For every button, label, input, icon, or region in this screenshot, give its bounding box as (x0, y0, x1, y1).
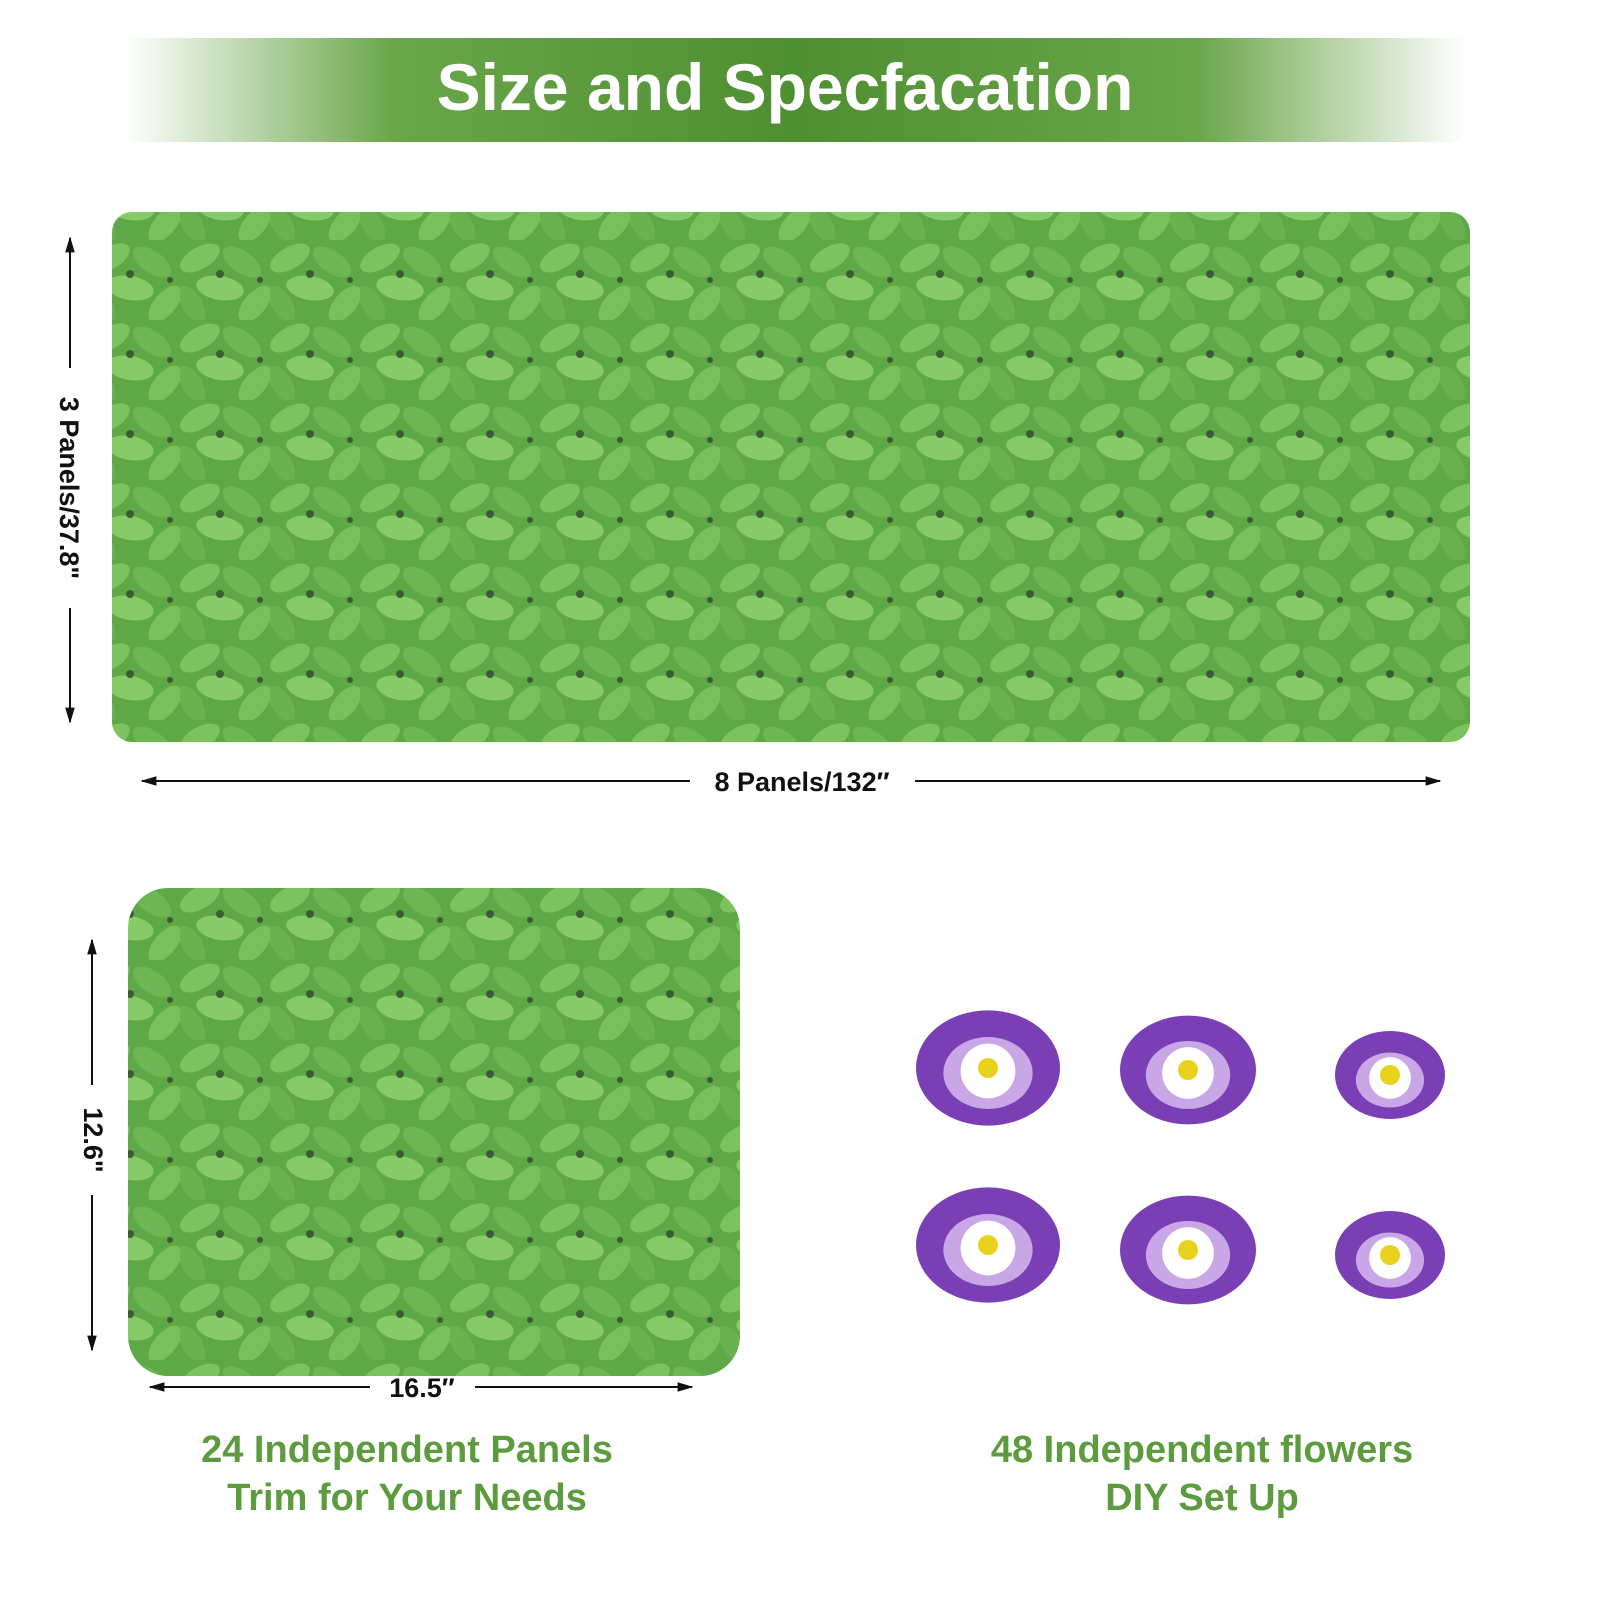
title: Size and Specfacation (437, 50, 1134, 124)
caption: DIY Set Up (1105, 1477, 1299, 1519)
caption: 48 Independent flowers (991, 1429, 1413, 1471)
flower-center (978, 1235, 998, 1255)
fence-height: 3 Panels/37.8" (54, 397, 84, 579)
flower-center (1380, 1245, 1400, 1265)
fence-image (112, 212, 1470, 742)
flower-center (1178, 1060, 1198, 1080)
flowers (916, 1010, 1445, 1305)
flower-center (1380, 1065, 1400, 1085)
caption: 24 Independent Panels (201, 1429, 613, 1471)
caption: Trim for Your Needs (227, 1477, 587, 1519)
flower-center (1178, 1240, 1198, 1260)
fence-width: 8 Panels/132″ (714, 767, 889, 797)
panel-width: 16.5″ (389, 1373, 455, 1403)
header-banner (125, 38, 1465, 142)
flower-center (978, 1058, 998, 1078)
panel-height: 12.6" (78, 1107, 108, 1172)
panel-image (128, 888, 740, 1376)
